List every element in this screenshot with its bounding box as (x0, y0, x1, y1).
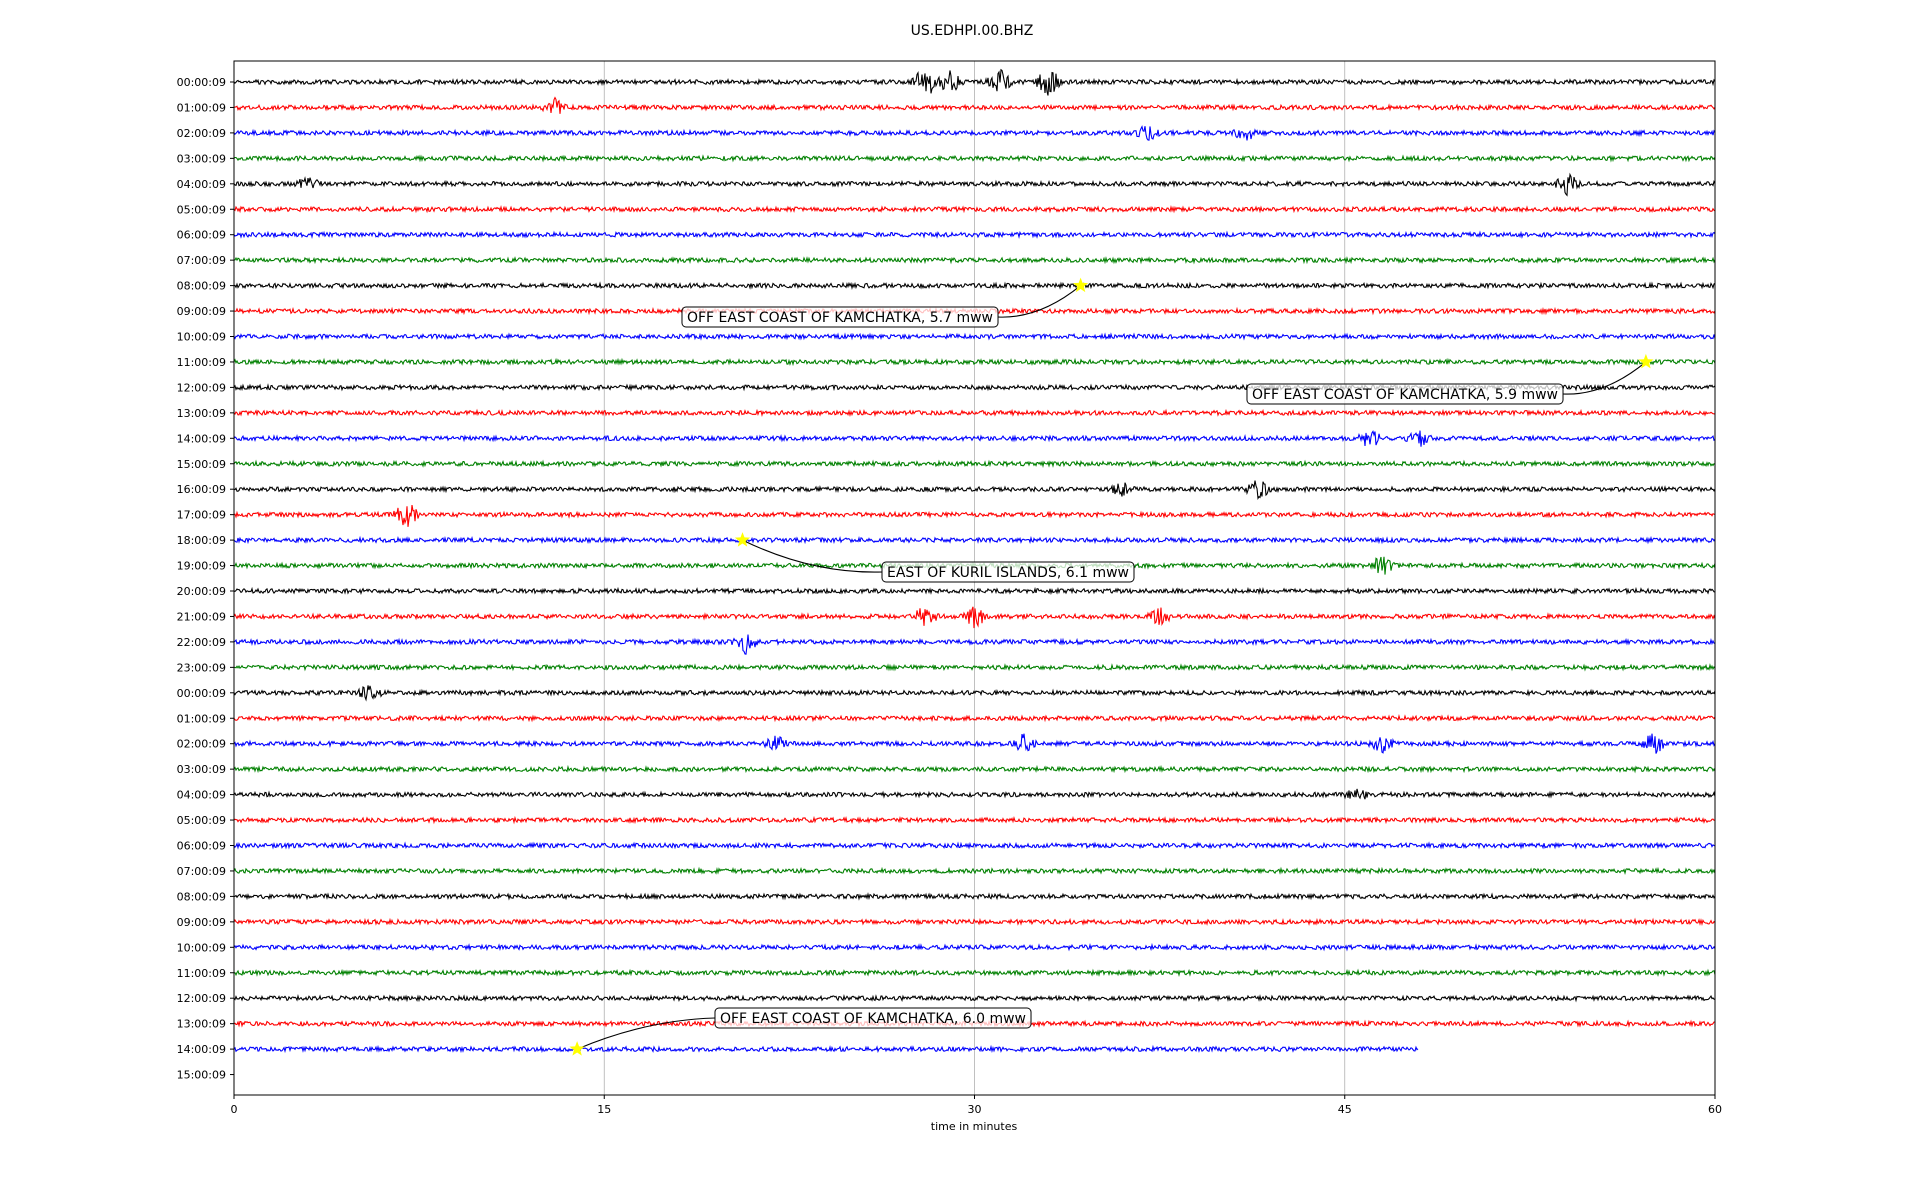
y-tick-label: 03:00:09 (177, 763, 226, 776)
trace-row-0 (233, 68, 1716, 96)
y-tick-label: 17:00:09 (177, 509, 226, 522)
y-tick-label: 13:00:09 (177, 407, 226, 420)
trace-row-33 (233, 917, 1716, 926)
y-tick-label: 14:00:09 (177, 432, 226, 445)
x-axis-label: time in minutes (931, 1120, 1018, 1133)
event-star-icon (1073, 277, 1089, 293)
y-tick-label: 13:00:09 (177, 1018, 226, 1031)
y-tick-label: 11:00:09 (177, 356, 226, 369)
trace-row-17 (233, 505, 1716, 527)
trace-row-23 (234, 663, 1716, 672)
y-tick-label: 07:00:09 (177, 254, 226, 267)
y-tick-label: 12:00:09 (177, 992, 226, 1005)
x-tick-labels: 0 15 30 45 60 (231, 1095, 1722, 1116)
y-tick-label: 06:00:09 (177, 229, 226, 242)
trace-row-35 (234, 968, 1716, 978)
x-tick-label: 15 (597, 1103, 611, 1116)
event-label: OFF EAST COAST OF KAMCHATKA, 5.9 mww (1252, 387, 1558, 403)
y-tick-label: 02:00:09 (177, 127, 226, 140)
y-tick-label: 23:00:09 (177, 661, 226, 674)
y-tick-label: 15:00:09 (177, 458, 226, 471)
trace-row-36 (233, 993, 1716, 1003)
y-tick-label: 12:00:09 (177, 381, 226, 394)
trace-row-25 (233, 713, 1716, 723)
y-tick-label: 15:00:09 (177, 1069, 226, 1082)
trace-row-3 (233, 154, 1716, 163)
x-tick-label: 60 (1708, 1103, 1722, 1116)
event-label: OFF EAST COAST OF KAMCHATKA, 5.7 mww (687, 310, 993, 326)
y-tick-label: 14:00:09 (177, 1043, 226, 1056)
trace-row-24 (233, 685, 1716, 702)
y-tick-label: 10:00:09 (177, 331, 226, 344)
trace-row-38 (233, 1044, 1419, 1054)
trace-row-14 (233, 430, 1716, 447)
trace-row-7 (233, 255, 1716, 265)
event-label: EAST OF KURIL ISLANDS, 6.1 mww (887, 565, 1129, 581)
trace-row-18 (233, 535, 1716, 545)
y-tick-label: 05:00:09 (177, 814, 226, 827)
trace-row-6 (233, 230, 1716, 239)
y-tick-label: 07:00:09 (177, 865, 226, 878)
x-tick-label: 0 (231, 1103, 238, 1116)
chart-title: US.EDHPI.00.BHZ (911, 23, 1034, 39)
y-tick-label: 10:00:09 (177, 941, 226, 954)
y-tick-label: 19:00:09 (177, 560, 226, 573)
event-star-icon (569, 1041, 585, 1056)
event-annotations: OFF EAST COAST OF KAMCHATKA, 5.7 mww OFF … (569, 277, 1654, 1056)
trace-row-15 (233, 459, 1716, 469)
event-connector (1562, 361, 1647, 395)
trace-row-16 (233, 480, 1716, 500)
y-tick-label: 03:00:09 (177, 152, 226, 165)
trace-row-30 (233, 841, 1716, 850)
y-tick-labels: 00:00:09 01:00:09 02:00:09 03:00:09 04:00:09… (177, 76, 234, 1082)
trace-row-29 (233, 815, 1716, 825)
y-tick-label: 09:00:09 (177, 305, 226, 318)
trace-row-10 (233, 332, 1716, 341)
y-tick-label: 06:00:09 (177, 840, 226, 853)
y-tick-label: 05:00:09 (177, 203, 226, 216)
event-star-icon (734, 532, 751, 547)
event-connector (997, 285, 1081, 318)
y-tick-label: 09:00:09 (177, 916, 226, 929)
trace-row-32 (233, 892, 1716, 901)
y-tick-label: 22:00:09 (177, 636, 226, 649)
trace-row-4 (233, 172, 1716, 197)
y-tick-label: 16:00:09 (177, 483, 226, 496)
y-tick-label: 00:00:09 (177, 687, 226, 700)
trace-row-13 (233, 408, 1716, 418)
trace-row-31 (233, 866, 1716, 875)
trace-row-5 (233, 204, 1716, 214)
event-connector (576, 1017, 716, 1050)
y-tick-label: 18:00:09 (177, 534, 226, 547)
y-tick-label: 01:00:09 (177, 712, 226, 725)
y-tick-label: 20:00:09 (177, 585, 226, 598)
event-connector (742, 539, 883, 573)
y-tick-label: 01:00:09 (177, 101, 226, 114)
trace-row-28 (233, 788, 1716, 800)
trace-row-21 (233, 606, 1716, 629)
y-tick-label: 11:00:09 (177, 967, 226, 980)
x-tick-label: 45 (1338, 1103, 1352, 1116)
trace-row-27 (233, 764, 1716, 774)
trace-row-8 (233, 281, 1716, 290)
trace-row-2 (233, 125, 1716, 141)
trace-row-34 (233, 942, 1716, 952)
event-label: OFF EAST COAST OF KAMCHATKA, 6.0 mww (720, 1011, 1026, 1027)
y-tick-label: 04:00:09 (177, 178, 226, 191)
x-tick-label: 30 (968, 1103, 982, 1116)
trace-row-1 (233, 96, 1716, 114)
y-tick-label: 04:00:09 (177, 789, 226, 802)
y-tick-label: 02:00:09 (177, 738, 226, 751)
trace-row-22 (233, 634, 1716, 655)
trace-row-26 (233, 733, 1716, 754)
y-tick-label: 08:00:09 (177, 890, 226, 903)
event-star-icon (1638, 353, 1654, 369)
trace-row-20 (233, 586, 1716, 596)
y-tick-label: 00:00:09 (177, 76, 226, 89)
trace-row-11 (233, 357, 1716, 367)
y-tick-label: 21:00:09 (177, 610, 226, 623)
y-tick-label: 08:00:09 (177, 280, 226, 293)
